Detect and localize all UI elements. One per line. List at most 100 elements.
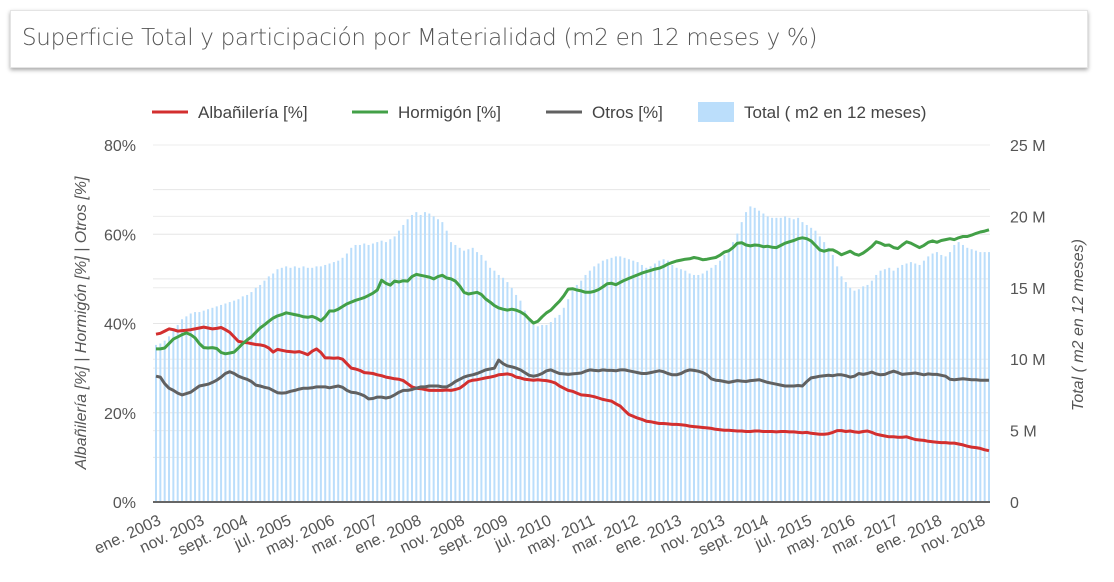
total-bar (775, 217, 778, 502)
total-bar (671, 264, 674, 502)
total-bar (779, 217, 782, 502)
total-bar (419, 214, 422, 503)
total-bar (410, 214, 413, 503)
total-bar (792, 219, 795, 503)
total-bar (623, 257, 626, 502)
total-bar (931, 253, 934, 502)
total-bar (758, 210, 761, 503)
total-bar (688, 273, 691, 502)
total-bar (705, 270, 708, 502)
y-left-tick-label: 60% (104, 227, 136, 244)
legend-label: Otros [%] (592, 103, 663, 122)
total-bar (988, 252, 990, 502)
total-bar (857, 289, 860, 502)
total-bar (506, 282, 509, 502)
total-bar (228, 302, 231, 502)
total-bar (432, 216, 435, 502)
total-bar (662, 259, 665, 502)
total-bar (627, 259, 630, 502)
total-bar (714, 264, 717, 502)
total-bar (406, 219, 409, 503)
total-bar (493, 270, 496, 502)
y-left-axis-title: Albañilería [%] | Hormigón [%] | Otros [… (73, 176, 90, 470)
total-bar (423, 212, 426, 502)
total-bar (380, 240, 383, 502)
total-bar (914, 263, 917, 502)
total-bar (510, 287, 513, 502)
total-bar (528, 320, 531, 502)
total-bar (653, 263, 656, 502)
total-bar (476, 252, 479, 502)
total-bar (445, 230, 448, 502)
total-bar (636, 262, 639, 502)
total-bar (788, 217, 791, 502)
total-bar (961, 244, 964, 502)
total-bar (515, 294, 518, 502)
total-bar (870, 280, 873, 502)
total-bar (948, 252, 951, 502)
total-bar (159, 343, 162, 502)
total-bar (879, 270, 882, 502)
total-bar (532, 324, 535, 502)
total-bar (771, 217, 774, 502)
total-bar (814, 230, 817, 502)
total-bar (597, 263, 600, 502)
y-left-tick-label: 40% (104, 317, 136, 334)
total-bar (606, 259, 609, 502)
chart-title: Superficie Total y participación por Mat… (22, 25, 818, 51)
total-bar (402, 224, 405, 502)
total-bar (801, 222, 804, 502)
total-bar (723, 254, 726, 502)
total-bar (358, 244, 361, 502)
total-bar (853, 290, 856, 502)
total-bar (766, 216, 769, 502)
y-right-tick-label: 15 M (1010, 281, 1046, 298)
total-bar (259, 284, 262, 502)
total-bar (502, 277, 505, 502)
total-bar (263, 280, 266, 502)
total-bar (354, 244, 357, 502)
total-bar (632, 260, 635, 502)
total-bar (953, 244, 956, 502)
total-bar (818, 236, 821, 502)
total-bar (610, 257, 613, 502)
total-bar (580, 280, 583, 502)
total-bar (541, 324, 544, 502)
total-bar (762, 213, 765, 502)
y-right-tick-label: 5 M (1010, 424, 1037, 441)
total-bar (484, 260, 487, 502)
chart-title-card: Superficie Total y participación por Mat… (10, 10, 1088, 68)
total-bar (979, 252, 982, 502)
total-bar (276, 269, 279, 502)
total-bar (567, 299, 570, 502)
total-bar (441, 222, 444, 502)
series-line-albanileria (155, 325, 990, 453)
total-bar (241, 296, 244, 502)
y-right-tick-label: 0 (1010, 495, 1019, 512)
total-bar (207, 309, 210, 502)
total-bar (896, 267, 899, 502)
total-bar (285, 266, 288, 502)
total-bar (250, 292, 253, 502)
total-bar (666, 260, 669, 502)
total-bar (649, 266, 652, 502)
legend-label: Albañilería [%] (198, 103, 308, 122)
total-bar (198, 312, 201, 502)
total-bar (545, 324, 548, 502)
total-bar (745, 212, 748, 502)
total-bar (935, 252, 938, 502)
total-bar (345, 253, 348, 502)
total-bar (350, 247, 353, 502)
total-bar (176, 324, 179, 502)
total-bar (970, 249, 973, 502)
y-left-tick-label: 20% (104, 406, 136, 423)
total-bar (558, 314, 561, 502)
legend-label: Total ( m2 en 12 meses) (744, 103, 926, 122)
y-right-tick-label: 25 M (1010, 138, 1046, 155)
total-bar (974, 250, 977, 502)
total-bar (237, 299, 240, 502)
y-right-tick-label: 10 M (1010, 352, 1046, 369)
total-bar (428, 213, 431, 502)
total-bar (844, 282, 847, 502)
total-bar (519, 300, 522, 502)
